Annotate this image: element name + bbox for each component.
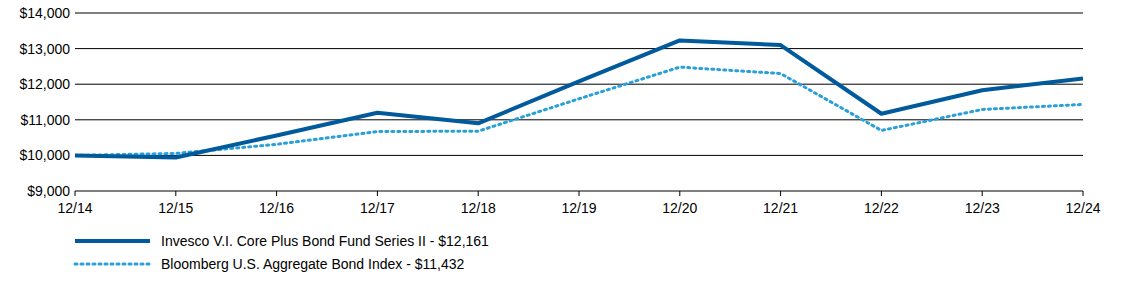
- x-tick-label: 12/22: [864, 200, 899, 216]
- x-tick-label: 12/18: [461, 200, 496, 216]
- y-tick-label: $9,000: [27, 183, 70, 199]
- legend-label: Invesco V.I. Core Plus Bond Fund Series …: [161, 233, 489, 249]
- x-tick-label: 12/23: [965, 200, 1000, 216]
- x-tick: [881, 191, 882, 196]
- x-tick: [982, 191, 983, 196]
- x-tick-label: 12/14: [57, 200, 92, 216]
- legend-swatch: [75, 239, 150, 243]
- grid-line: [75, 13, 1083, 14]
- x-tick: [679, 191, 680, 196]
- legend-label: Bloomberg U.S. Aggregate Bond Index - $1…: [161, 256, 464, 272]
- legend-swatch: [75, 263, 150, 266]
- x-tick: [75, 191, 76, 196]
- x-tick: [478, 191, 479, 196]
- x-tick-label: 12/20: [662, 200, 697, 216]
- x-tick-label: 12/19: [561, 200, 596, 216]
- x-tick: [175, 191, 176, 196]
- x-tick-label: 12/17: [360, 200, 395, 216]
- plot-area: [75, 40, 1083, 157]
- y-tick-label: $14,000: [19, 5, 70, 21]
- x-tick: [377, 191, 378, 196]
- x-tick: [579, 191, 580, 196]
- x-tick: [1083, 191, 1084, 196]
- y-tick-label: $11,000: [20, 112, 70, 128]
- x-tick: [276, 191, 277, 196]
- x-tick-label: 12/24: [1065, 200, 1100, 216]
- grid-line: [75, 48, 1083, 49]
- x-tick-label: 12/21: [763, 200, 798, 216]
- grid-line: [75, 155, 1083, 156]
- grid-line: [75, 84, 1083, 85]
- y-tick-label: $12,000: [19, 76, 70, 92]
- y-tick-label: $10,000: [19, 147, 70, 163]
- series-line: [75, 40, 1083, 157]
- x-tick: [780, 191, 781, 196]
- y-tick-label: $13,000: [19, 41, 70, 57]
- chart: $9,000 $10,000 $11,000 $12,000 $13,000 $14,00…: [0, 0, 1123, 281]
- x-tick-label: 12/16: [259, 200, 294, 216]
- x-tick-label: 12/15: [158, 200, 193, 216]
